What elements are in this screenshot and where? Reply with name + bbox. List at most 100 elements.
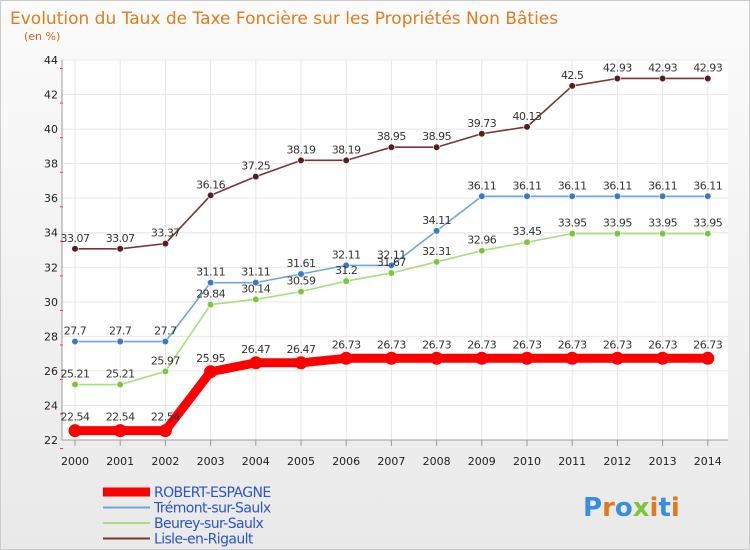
data-point [252, 295, 260, 304]
data-label: 33.95 [603, 217, 632, 230]
x-tick-label: 2014 [694, 455, 722, 468]
data-label: 36.11 [513, 179, 542, 192]
data-point [71, 337, 79, 346]
axes: 22 24 26 28 30 32 34 36 38 40 42 44 2000 2001 2002 2003… [44, 54, 728, 468]
data-point [161, 337, 169, 346]
data-point [387, 143, 396, 151]
x-tick-label: 2013 [649, 455, 677, 468]
data-label: 42.93 [603, 61, 632, 74]
data-label: 31.11 [196, 266, 225, 279]
y-tick-label: 32 [44, 261, 58, 274]
data-label: 26.73 [648, 338, 677, 351]
data-point [478, 247, 486, 255]
data-point [523, 238, 531, 246]
data-label: 26.47 [241, 343, 270, 356]
data-point [68, 424, 82, 438]
x-tick-label: 2012 [603, 455, 631, 468]
data-point [613, 229, 622, 238]
data-label: 33.95 [693, 217, 722, 230]
y-tick-label: 28 [44, 330, 58, 343]
data-label: 38.19 [332, 143, 361, 156]
data-point [71, 380, 79, 389]
data-point [252, 279, 260, 287]
data-label: 26.73 [377, 338, 406, 351]
data-point [297, 270, 305, 278]
data-label: 33.95 [558, 217, 587, 230]
data-point [433, 143, 441, 151]
y-tick-label: 22 [44, 434, 58, 447]
x-tick-label: 2008 [423, 455, 451, 468]
x-tick-label: 2004 [242, 455, 270, 468]
data-label: 31.67 [377, 256, 406, 269]
data-label: 25.97 [151, 354, 180, 367]
data-point [704, 192, 712, 200]
y-tick-label: 42 [44, 89, 58, 102]
y-tick-label: 44 [44, 54, 58, 67]
data-point [297, 288, 305, 296]
data-label: 22.54 [106, 411, 135, 424]
data-label: 31.11 [241, 266, 270, 279]
data-point [294, 356, 308, 370]
chart-title: Evolution du Taux de Taxe Foncière sur l… [10, 9, 558, 29]
data-labels: 33.07 33.07 33.37 36.16 37.25 38.19 38.19 38.95… [61, 61, 724, 424]
data-point [433, 227, 441, 235]
data-label: 42.93 [693, 61, 722, 74]
data-point [613, 192, 622, 200]
data-point [342, 156, 350, 164]
data-point [520, 351, 534, 365]
data-point [384, 351, 398, 365]
data-label: 31.61 [287, 257, 316, 270]
data-point [568, 229, 576, 238]
data-point [158, 424, 172, 438]
x-tick-label: 2009 [468, 455, 496, 468]
data-point [610, 351, 624, 365]
data-label: 42.93 [648, 61, 677, 74]
data-point [478, 192, 486, 200]
data-label: 26.73 [467, 338, 496, 351]
data-label: 36.11 [603, 179, 632, 192]
y-tick-label: 34 [44, 227, 58, 240]
data-label: 26.73 [603, 338, 632, 351]
data-label: 38.95 [377, 130, 406, 143]
data-point [342, 261, 350, 269]
data-point [701, 351, 715, 365]
x-tick-label: 2002 [151, 455, 179, 468]
data-point [704, 229, 712, 238]
data-point [478, 130, 486, 138]
data-point [658, 229, 667, 238]
data-point [297, 156, 305, 164]
y-tick-label: 36 [44, 192, 58, 205]
data-label: 25.21 [106, 368, 135, 381]
data-point [387, 269, 396, 277]
data-point [658, 192, 667, 200]
data-label: 34.11 [422, 214, 451, 227]
data-label: 26.47 [287, 343, 316, 356]
legend: ROBERT-ESPAGNETrémont-sur-SaulxBeurey-su… [103, 485, 271, 548]
data-label: 29.84 [196, 288, 225, 301]
data-point [523, 123, 531, 131]
data-label: 36.11 [648, 179, 677, 192]
data-point [656, 351, 670, 365]
data-label: 26.73 [513, 338, 542, 351]
watermark-text: Proxiti [583, 493, 680, 523]
x-tick-label: 2010 [513, 455, 541, 468]
data-point [252, 172, 260, 181]
data-label: 42.5 [561, 69, 584, 82]
data-label: 40.13 [513, 110, 542, 123]
data-label: 37.25 [241, 160, 270, 173]
data-point [475, 351, 489, 365]
data-point [116, 380, 124, 389]
y-tick-label: 40 [44, 123, 58, 136]
data-label: 39.73 [467, 117, 496, 130]
y-tick-label: 24 [44, 399, 58, 412]
data-label: 32.31 [422, 245, 451, 258]
data-point [613, 74, 622, 83]
data-point [387, 261, 396, 269]
data-point [71, 245, 79, 253]
data-label: 33.07 [106, 232, 135, 245]
data-label: 33.07 [61, 232, 90, 245]
legend-label: ROBERT-ESPAGNE [154, 485, 271, 501]
x-tick-label: 2006 [332, 455, 360, 468]
data-label: 25.21 [61, 368, 90, 381]
